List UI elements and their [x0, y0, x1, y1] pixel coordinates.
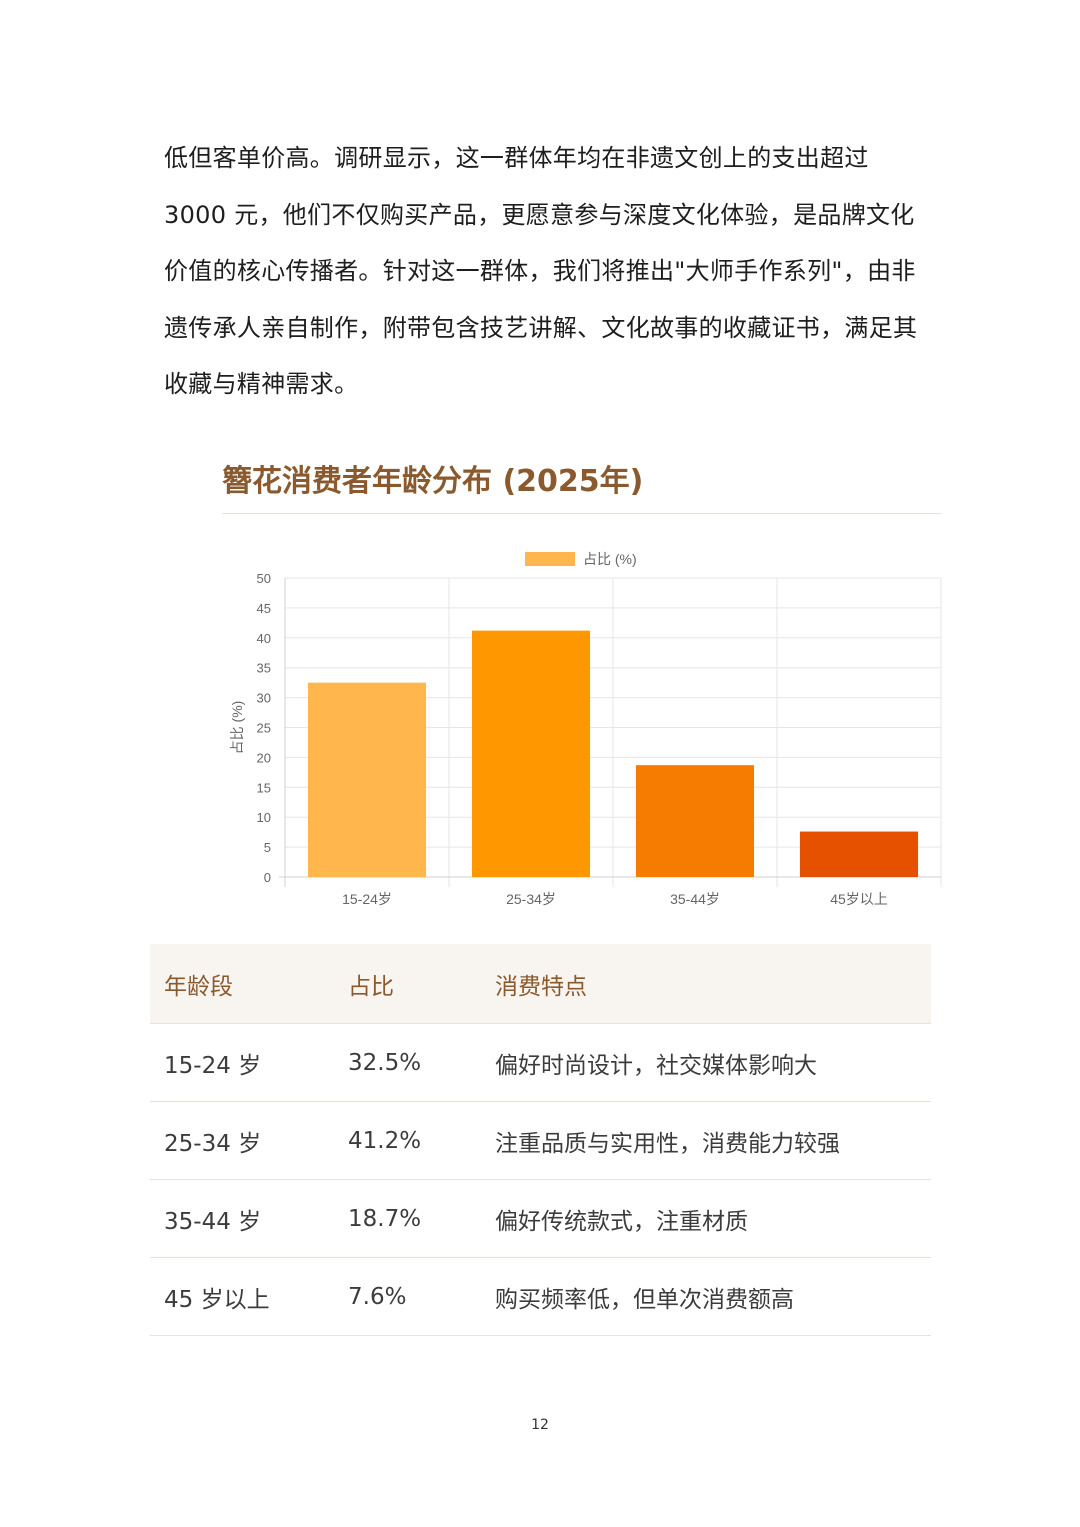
y-tick-label: 25: [257, 721, 271, 736]
cell-share: 18.7%: [348, 1179, 495, 1258]
y-tick-label: 20: [257, 750, 271, 765]
cell-share: 7.6%: [348, 1257, 495, 1336]
y-axis-title: 占比 (%): [229, 701, 245, 755]
y-tick-label: 50: [257, 571, 271, 586]
cell-age-group: 45 岁以上: [150, 1257, 348, 1336]
y-tick-label: 45: [257, 601, 271, 616]
header-consumption-traits: 消费特点: [495, 944, 931, 1024]
cell-share: 32.5%: [348, 1023, 495, 1102]
y-tick-label: 15: [257, 780, 271, 795]
x-tick-label: 45岁以上: [830, 891, 888, 907]
cell-traits: 偏好时尚设计，社交媒体影响大: [495, 1023, 931, 1102]
bar-35-44岁: [635, 765, 755, 877]
title-divider: [222, 513, 942, 514]
table-row: 45 岁以上 7.6% 购买频率低，但单次消费额高: [150, 1257, 931, 1336]
y-tick-label: 5: [264, 840, 271, 855]
y-tick-label: 40: [257, 631, 271, 646]
table-row: 35-44 岁 18.7% 偏好传统款式，注重材质: [150, 1179, 931, 1258]
table-row: 15-24 岁 32.5% 偏好时尚设计，社交媒体影响大: [150, 1023, 931, 1102]
table-header-row: 年龄段 占比 消费特点: [150, 944, 931, 1024]
legend-swatch: [525, 552, 575, 566]
x-tick-label: 25-34岁: [506, 891, 556, 907]
y-tick-label: 10: [257, 810, 271, 825]
header-age-group: 年龄段: [150, 944, 348, 1024]
y-tick-label: 35: [257, 661, 271, 676]
cell-traits: 注重品质与实用性，消费能力较强: [495, 1101, 931, 1180]
legend-label: 占比 (%): [583, 551, 637, 567]
cell-age-group: 25-34 岁: [150, 1101, 348, 1180]
y-tick-label: 30: [257, 691, 271, 706]
bar-45岁以上: [799, 831, 919, 877]
bar-25-34岁: [471, 630, 591, 877]
chart-title: 簪花消费者年龄分布 (2025年): [222, 464, 644, 499]
cell-share: 41.2%: [348, 1101, 495, 1180]
cell-age-group: 35-44 岁: [150, 1179, 348, 1258]
bar-15-24岁: [307, 682, 427, 877]
cell-traits: 偏好传统款式，注重材质: [495, 1179, 931, 1258]
x-tick-label: 15-24岁: [342, 891, 392, 907]
body-paragraph: 低但客单价高。调研显示，这一群体年均在非遗文创上的支出超过 3000 元，他们不…: [164, 144, 918, 398]
table-row: 25-34 岁 41.2% 注重品质与实用性，消费能力较强: [150, 1101, 931, 1180]
x-tick-label: 35-44岁: [670, 891, 720, 907]
page-number: 12: [531, 1417, 549, 1433]
age-segment-table: 年龄段 占比 消费特点 15-24 岁 32.5% 偏好时尚设计，社交媒体影响大…: [150, 944, 931, 1336]
cell-traits: 购买频率低，但单次消费额高: [495, 1257, 931, 1336]
header-share: 占比: [348, 944, 495, 1024]
age-distribution-bar-chart: 0 5 10 15 20 25 30 35 40 45 50 15-24岁 25-34岁 35-44岁 45…: [229, 551, 942, 907]
y-tick-label: 0: [264, 870, 271, 885]
cell-age-group: 15-24 岁: [150, 1023, 348, 1102]
